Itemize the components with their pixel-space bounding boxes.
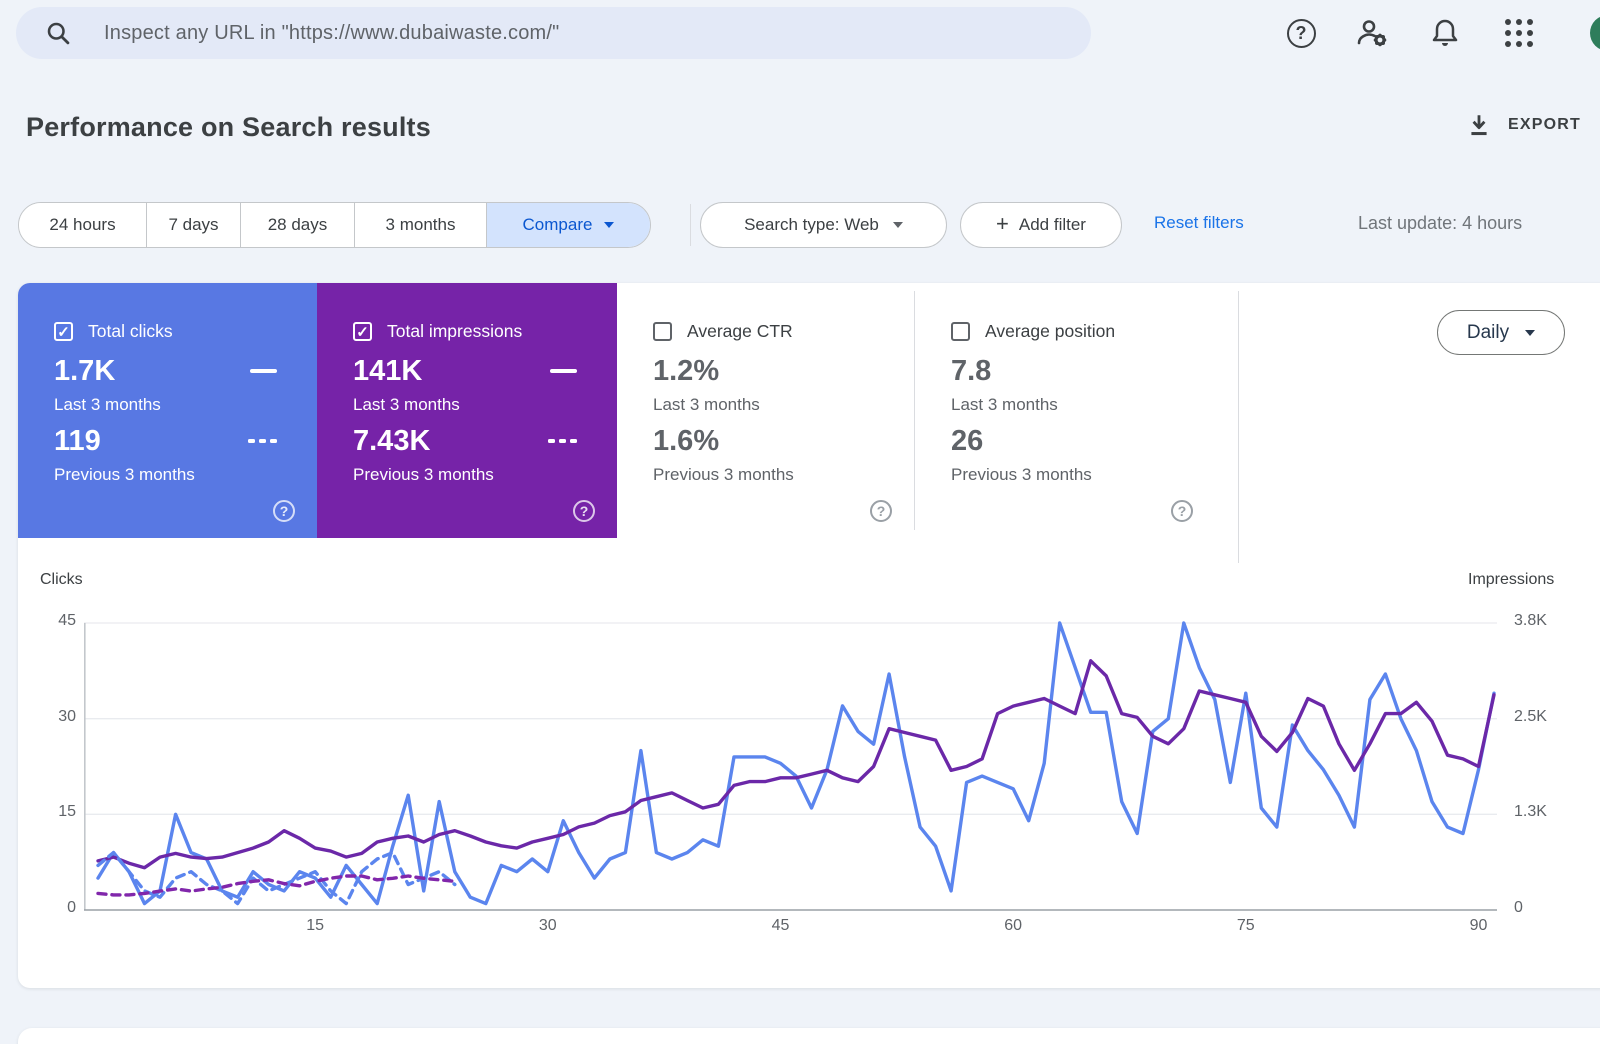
divider [914, 291, 915, 530]
reset-filters-link[interactable]: Reset filters [1154, 213, 1244, 233]
plus-icon: + [996, 211, 1009, 237]
tile-value-previous: 119 [54, 425, 101, 458]
checkbox-average-ctr[interactable]: ✓ [653, 322, 672, 341]
apps-grid-icon [1505, 19, 1533, 47]
apps-grid-button[interactable] [1500, 14, 1538, 52]
tile-value-current: 1.2% [653, 355, 719, 388]
x-axis-tick: 45 [760, 917, 800, 935]
tile-caption-current: Last 3 months [54, 395, 161, 415]
x-axis-tick: 60 [993, 917, 1033, 935]
avatar[interactable] [1590, 15, 1600, 51]
next-section-card [18, 1028, 1600, 1044]
tile-value-current: 7.8 [951, 355, 991, 388]
tile-caption-current: Last 3 months [951, 395, 1058, 415]
chevron-down-icon [1525, 330, 1535, 336]
left-axis-tick: 0 [32, 899, 76, 917]
export-label: EXPORT [1508, 116, 1581, 134]
tile-label: Total clicks [88, 321, 173, 342]
filter-bar: 24 hours 7 days 28 days 3 months Compare… [0, 202, 1600, 248]
divider [690, 204, 691, 246]
left-axis-tick: 15 [32, 803, 76, 821]
performance-panel: ✓ Total clicks 1.7K Last 3 months 119 Pr… [18, 283, 1600, 988]
range-compare[interactable]: Compare [487, 203, 650, 247]
tile-caption-current: Last 3 months [353, 395, 460, 415]
tile-caption-previous: Previous 3 months [653, 465, 794, 485]
left-axis-title: Clicks [40, 571, 83, 589]
tile-caption-current: Last 3 months [653, 395, 760, 415]
x-axis-tick: 30 [528, 917, 568, 935]
tile-total-clicks[interactable]: ✓ Total clicks 1.7K Last 3 months 119 Pr… [18, 283, 317, 538]
right-axis-title: Impressions [1468, 571, 1554, 589]
left-axis-tick: 30 [32, 708, 76, 726]
add-filter-label: Add filter [1019, 215, 1086, 235]
search-type-label: Search type: Web [744, 215, 879, 235]
user-settings-button[interactable] [1353, 14, 1391, 52]
help-icon[interactable]: ? [273, 500, 295, 522]
date-range-group: 24 hours 7 days 28 days 3 months Compare [18, 202, 651, 248]
export-button[interactable]: EXPORT [1466, 112, 1581, 138]
checkmark-icon: ✓ [356, 323, 369, 341]
tile-label: Total impressions [387, 321, 522, 342]
search-type-filter[interactable]: Search type: Web [700, 202, 947, 248]
tile-label: Average CTR [687, 321, 793, 342]
tile-average-ctr[interactable]: ✓ Average CTR 1.2% Last 3 months 1.6% Pr… [617, 283, 914, 538]
tile-value-previous: 26 [951, 425, 983, 458]
tile-label: Average position [985, 321, 1115, 342]
checkbox-total-impressions[interactable]: ✓ [353, 322, 372, 341]
range-7-days[interactable]: 7 days [147, 203, 241, 247]
chevron-down-icon [893, 222, 903, 228]
user-gear-icon [1354, 15, 1390, 51]
tile-caption-previous: Previous 3 months [353, 465, 494, 485]
compare-label: Compare [523, 215, 593, 235]
page-title: Performance on Search results [26, 112, 431, 143]
checkbox-total-clicks[interactable]: ✓ [54, 322, 73, 341]
top-bar: Inspect any URL in "https://www.dubaiwas… [0, 0, 1600, 66]
tile-total-impressions[interactable]: ✓ Total impressions 141K Last 3 months 7… [317, 283, 617, 538]
help-button[interactable]: ? [1282, 14, 1320, 52]
tile-caption-previous: Previous 3 months [951, 465, 1092, 485]
add-filter-button[interactable]: + Add filter [960, 202, 1122, 248]
help-icon: ? [1287, 19, 1316, 48]
tile-value-current: 141K [353, 355, 422, 388]
dashed-line-legend-icon [548, 439, 577, 443]
help-icon[interactable]: ? [573, 500, 595, 522]
range-28-days[interactable]: 28 days [241, 203, 355, 247]
solid-line-legend-icon [250, 369, 277, 373]
help-icon[interactable]: ? [1171, 500, 1193, 522]
right-axis-tick: 3.8K [1514, 612, 1584, 630]
last-update-text: Last update: 4 hours [1358, 213, 1522, 234]
chevron-down-icon [604, 222, 614, 228]
url-inspect-search-bar[interactable]: Inspect any URL in "https://www.dubaiwas… [16, 7, 1091, 59]
divider [1238, 291, 1239, 563]
series-solid-left [98, 623, 1494, 904]
download-icon [1466, 112, 1492, 138]
solid-line-legend-icon [550, 369, 577, 373]
tile-caption-previous: Previous 3 months [54, 465, 195, 485]
x-axis-tick: 75 [1226, 917, 1266, 935]
tile-value-current: 1.7K [54, 355, 115, 388]
checkmark-icon: ✓ [57, 323, 70, 341]
right-axis-tick: 1.3K [1514, 803, 1584, 821]
right-axis-tick: 2.5K [1514, 708, 1584, 726]
notifications-button[interactable] [1426, 14, 1464, 52]
range-3-months[interactable]: 3 months [355, 203, 487, 247]
search-icon [44, 19, 72, 47]
checkbox-average-position[interactable]: ✓ [951, 322, 970, 341]
tile-average-position[interactable]: ✓ Average position 7.8 Last 3 months 26 … [915, 283, 1215, 538]
search-placeholder: Inspect any URL in "https://www.dubaiwas… [104, 22, 559, 45]
x-axis-tick: 90 [1458, 917, 1498, 935]
granularity-dropdown[interactable]: Daily [1437, 310, 1565, 355]
performance-line-chart[interactable] [84, 615, 1497, 920]
granularity-label: Daily [1467, 322, 1509, 344]
series-solid-right [98, 661, 1494, 868]
bell-icon [1427, 15, 1463, 51]
x-axis-tick: 15 [295, 917, 335, 935]
help-icon[interactable]: ? [870, 500, 892, 522]
range-24-hours[interactable]: 24 hours [19, 203, 147, 247]
right-axis-tick: 0 [1514, 899, 1584, 917]
tile-value-previous: 1.6% [653, 425, 719, 458]
tile-value-previous: 7.43K [353, 425, 430, 458]
left-axis-tick: 45 [32, 612, 76, 630]
dashed-line-legend-icon [248, 439, 277, 443]
